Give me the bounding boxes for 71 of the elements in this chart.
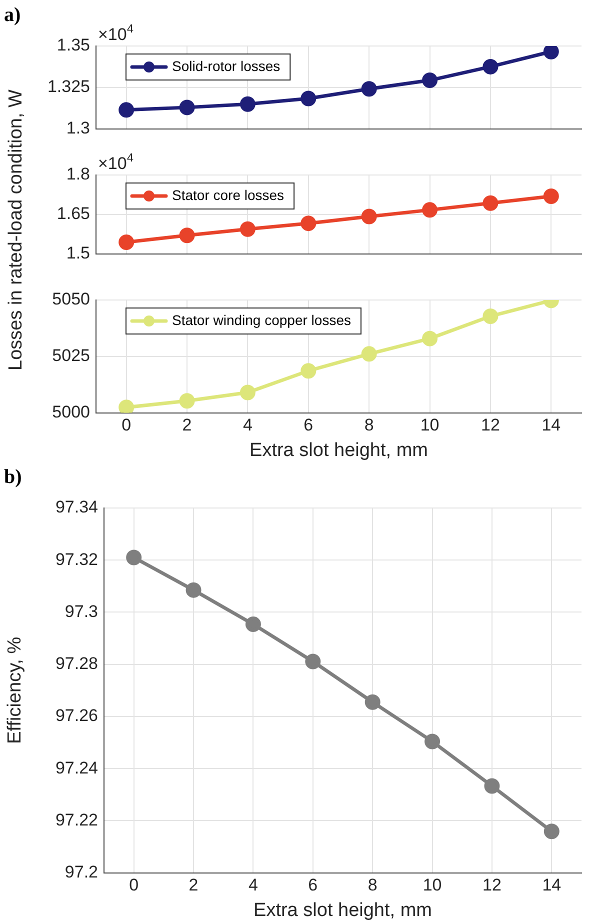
point bbox=[179, 393, 195, 409]
point bbox=[118, 234, 134, 250]
point bbox=[240, 384, 256, 400]
point bbox=[361, 346, 377, 362]
point bbox=[118, 102, 134, 118]
point bbox=[364, 694, 380, 710]
y-tick-label: 97.34 bbox=[55, 498, 98, 517]
point bbox=[482, 58, 498, 74]
point bbox=[179, 100, 195, 116]
point bbox=[484, 778, 500, 794]
x-tick-label: 12 bbox=[481, 416, 500, 435]
point bbox=[245, 616, 261, 632]
x-axis-title: Extra slot height, mm bbox=[254, 900, 432, 921]
point bbox=[422, 72, 438, 88]
y-tick-label: 1.35 bbox=[56, 36, 90, 55]
point bbox=[544, 824, 560, 840]
point bbox=[422, 330, 438, 346]
x-tick-label: 8 bbox=[368, 876, 378, 895]
point bbox=[361, 208, 377, 224]
x-tick-label: 10 bbox=[422, 876, 442, 895]
y-tick-label: 97.26 bbox=[55, 706, 98, 726]
x-tick-label: 14 bbox=[542, 416, 561, 435]
point bbox=[305, 654, 321, 670]
point bbox=[300, 216, 316, 232]
point bbox=[482, 195, 498, 211]
x-tick-label: 8 bbox=[364, 416, 374, 435]
x-tick-label: 6 bbox=[308, 876, 318, 895]
x-tick-label: 6 bbox=[304, 416, 314, 435]
legend-label: Stator winding copper losses bbox=[172, 312, 351, 328]
y-tick-label: 97.2 bbox=[64, 862, 98, 882]
point bbox=[300, 90, 316, 106]
point bbox=[543, 188, 559, 204]
y-tick-label: 97.32 bbox=[55, 550, 98, 569]
y-tick-label: 1.65 bbox=[56, 204, 90, 224]
point bbox=[240, 96, 256, 112]
y-axis-title: Losses in rated-load condition, W bbox=[5, 90, 27, 370]
point bbox=[361, 81, 377, 97]
y-axis-title: Efficiency, % bbox=[4, 636, 26, 744]
x-tick-label: 14 bbox=[542, 876, 562, 895]
x-tick-label: 2 bbox=[188, 876, 198, 895]
x-tick-label: 4 bbox=[242, 416, 252, 435]
y-tick-label: 5025 bbox=[52, 346, 90, 366]
x-tick-label: 12 bbox=[482, 876, 502, 895]
point bbox=[240, 221, 256, 237]
x-axis-title: Extra slot height, mm bbox=[250, 440, 428, 461]
chart-title: b) bbox=[4, 466, 22, 488]
point bbox=[482, 308, 498, 324]
x-tick-label: 10 bbox=[420, 416, 440, 435]
point bbox=[179, 228, 195, 244]
y-tick-label: 5050 bbox=[52, 290, 90, 309]
point bbox=[422, 202, 438, 218]
legend-label: Solid-rotor losses bbox=[172, 58, 280, 74]
x-tick-label: 0 bbox=[129, 876, 139, 895]
y-tick-label: 1.5 bbox=[66, 243, 90, 262]
y-tick-label: 1.8 bbox=[66, 164, 90, 184]
x-tick-label: 2 bbox=[182, 416, 192, 435]
y-tick-label: 1.3 bbox=[66, 118, 90, 138]
x-tick-label: 0 bbox=[122, 416, 132, 435]
y-tick-label: 5000 bbox=[52, 402, 90, 422]
point bbox=[424, 734, 440, 750]
x-tick-label: 4 bbox=[248, 876, 258, 895]
y-tick-label: 97.24 bbox=[55, 758, 98, 778]
y-tick-label: 1.325 bbox=[47, 77, 90, 96]
chart-title: a) bbox=[4, 4, 21, 26]
y-tick-label: 97.22 bbox=[55, 810, 98, 830]
point bbox=[186, 582, 202, 598]
point bbox=[126, 550, 142, 566]
legend-label: Stator core losses bbox=[172, 186, 284, 203]
y-tick-label: 97.28 bbox=[55, 654, 98, 674]
point bbox=[300, 363, 316, 379]
y-tick-label: 97.3 bbox=[64, 602, 98, 621]
